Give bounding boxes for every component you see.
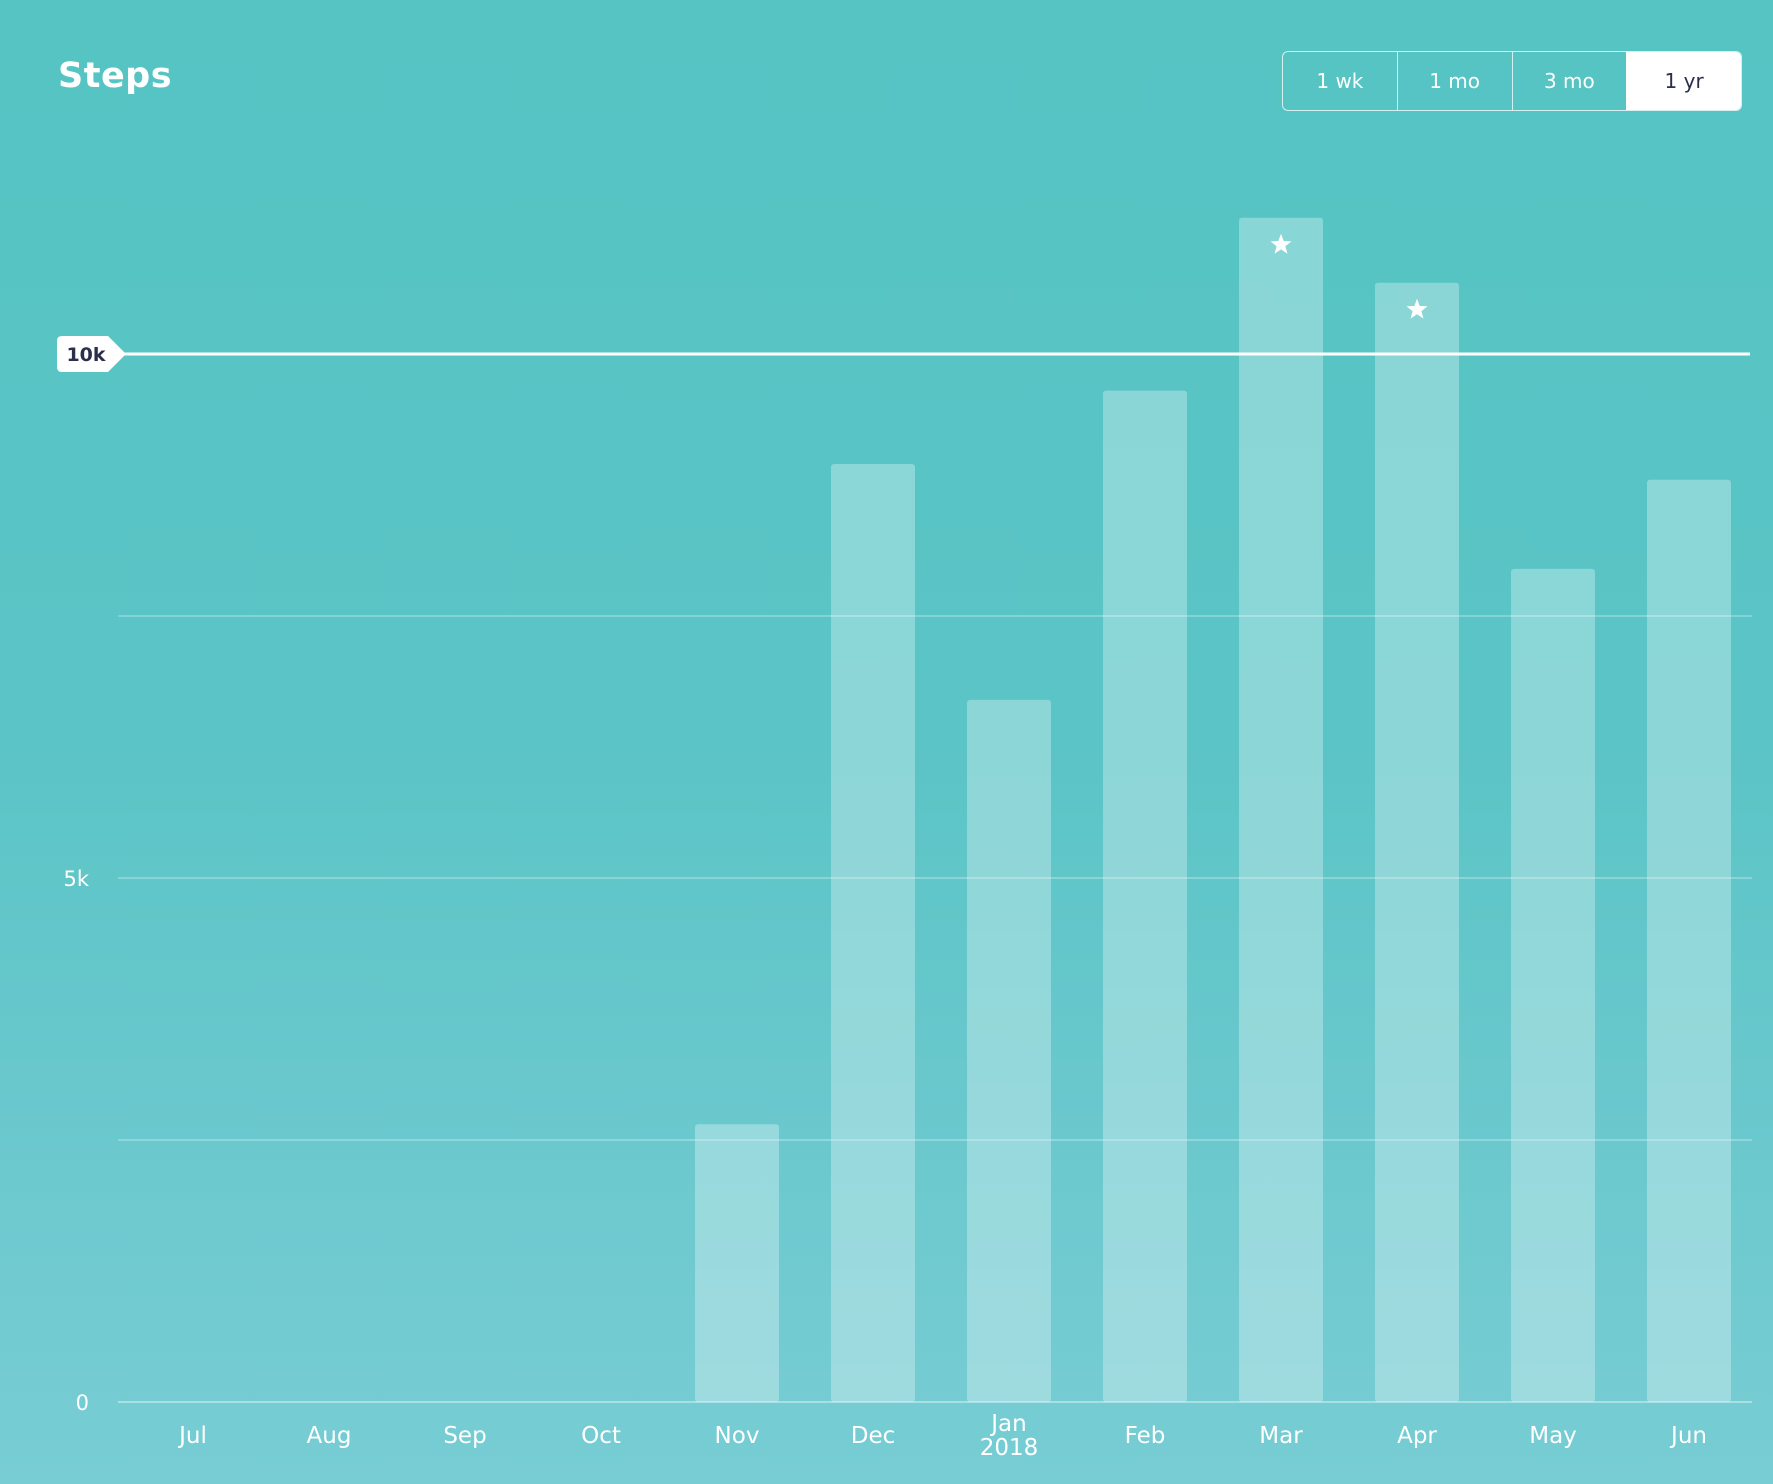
range-button-1wk[interactable]: 1 wk <box>1316 69 1364 93</box>
goal-met-star-icon <box>1270 233 1292 254</box>
goal-label-tag <box>57 336 126 372</box>
bar-apr <box>1375 282 1459 1403</box>
goal-label: 10k <box>66 344 105 366</box>
x-tick-label: Oct <box>581 1423 621 1449</box>
x-tick-label: Feb <box>1125 1423 1166 1449</box>
range-button-1mo[interactable]: 1 mo <box>1396 52 1512 110</box>
goal-met-star-icon <box>1406 298 1428 319</box>
x-tick-label: Aug <box>307 1423 352 1449</box>
bar-jun <box>1647 479 1731 1402</box>
x-tick-label: Sep <box>443 1423 486 1449</box>
y-tick-label: 0 <box>76 1391 89 1415</box>
range-button-3mo[interactable]: 3 mo <box>1511 52 1627 110</box>
time-range-selector: 1 wk 1 mo 3 mo 1 yr <box>1282 51 1742 111</box>
range-button-1yr[interactable]: 1 yr <box>1626 52 1741 110</box>
bar-feb <box>1103 390 1187 1402</box>
x-tick-label: Mar <box>1259 1423 1303 1449</box>
x-tick-label: Jul <box>177 1423 207 1449</box>
bar-nov <box>695 1124 779 1402</box>
bar-mar <box>1239 217 1323 1402</box>
x-tick-label: Apr <box>1397 1423 1437 1449</box>
bar-dec <box>831 464 915 1402</box>
x-tick-label: Jun <box>1669 1423 1707 1449</box>
bar-may <box>1511 568 1595 1402</box>
bar-jan <box>967 699 1051 1402</box>
x-tick-label: Jan <box>989 1411 1026 1437</box>
x-tick-label: Nov <box>715 1423 760 1449</box>
chart-title: Steps <box>58 56 173 96</box>
x-tick-label: 2018 <box>980 1435 1039 1461</box>
x-tick-label: May <box>1529 1423 1577 1449</box>
y-tick-label: 5k <box>63 867 89 891</box>
x-tick-label: Dec <box>851 1423 896 1449</box>
